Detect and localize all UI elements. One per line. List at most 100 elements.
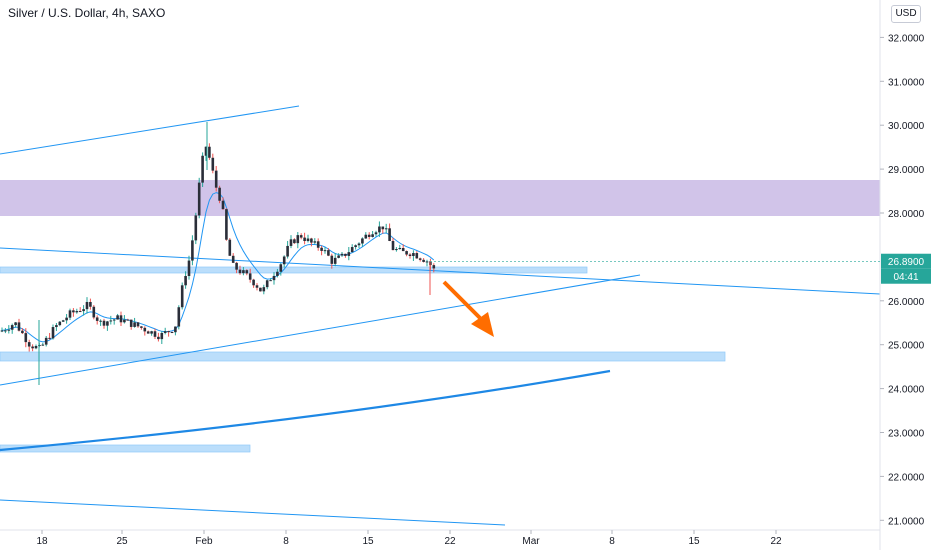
y-tick-label: 22.0000	[888, 472, 925, 483]
projection-arrow-shaft[interactable]	[442, 280, 482, 320]
candle-body	[293, 239, 296, 244]
candle-body	[170, 331, 174, 333]
y-tick-label: 25.0000	[888, 341, 925, 352]
lower-trendline[interactable]	[0, 499, 506, 526]
descending-trendline[interactable]	[0, 247, 881, 295]
candle-body	[95, 317, 99, 321]
candle-body	[119, 315, 123, 323]
candle-body	[255, 285, 259, 288]
candle-body	[160, 332, 164, 340]
candle-body	[388, 228, 391, 241]
candle-body	[116, 315, 119, 320]
support-zone-1[interactable]	[0, 266, 588, 274]
candle-body	[272, 275, 276, 281]
candle-body	[180, 285, 184, 308]
candle-body	[218, 187, 221, 201]
moving-average-line	[1, 192, 435, 343]
candle-body	[184, 275, 187, 286]
candles-layer	[0, 122, 436, 385]
current-price-tag	[881, 253, 931, 269]
candle-body	[282, 256, 286, 265]
candle-body	[330, 255, 334, 264]
candle-body	[408, 254, 412, 257]
candle-body	[384, 228, 388, 230]
candle-body	[371, 234, 374, 237]
price-axis[interactable]: 32.0000 31.0000 30.0000 29.0000 28.0000 26.00…	[880, 33, 925, 527]
ascending-trendline[interactable]	[0, 274, 641, 386]
candle-body	[418, 258, 422, 260]
candle-body	[340, 253, 344, 256]
x-tick-label: 25	[116, 536, 128, 547]
long-term-curve[interactable]	[0, 369, 611, 452]
candle-body	[432, 265, 436, 269]
candle-body	[14, 322, 17, 326]
candle-body	[323, 250, 327, 252]
candle-body	[367, 234, 371, 237]
moving-average-layer	[1, 192, 435, 343]
candle-body	[174, 326, 177, 333]
candle-body	[126, 319, 130, 321]
candle-body	[92, 306, 96, 318]
candle-body	[177, 307, 181, 327]
candle-body	[405, 251, 408, 255]
x-tick-label: 8	[609, 536, 615, 547]
candle-body	[422, 259, 425, 262]
y-tick-label: 28.0000	[888, 209, 925, 220]
y-tick-label: 26.0000	[888, 297, 925, 308]
support-zone-2[interactable]	[0, 351, 726, 362]
candle-body	[48, 337, 51, 339]
resistance-zone[interactable]	[0, 180, 880, 216]
candle-body	[61, 320, 65, 322]
time-axis[interactable]: 18 25 Feb 8 15 22 Mar 8 15 22	[36, 530, 782, 547]
candle-body	[344, 253, 347, 256]
projection-arrow-head[interactable]	[471, 312, 494, 337]
candle-body	[34, 345, 38, 349]
trendlines-layer	[0, 105, 881, 526]
candle-body	[225, 209, 228, 240]
x-tick-label: Mar	[522, 536, 540, 547]
candle-body	[204, 146, 208, 156]
candle-body	[303, 237, 306, 242]
candle-body	[248, 273, 252, 280]
candle-body	[163, 331, 167, 333]
candle-body	[245, 270, 249, 274]
candle-body	[24, 333, 28, 343]
candle-body	[89, 301, 92, 307]
candle-body	[238, 269, 242, 274]
candle-body	[72, 310, 75, 313]
candle-body	[415, 253, 419, 259]
candle-body	[262, 287, 266, 292]
candle-body	[221, 200, 225, 210]
support-zone-3[interactable]	[0, 444, 251, 453]
candle-body	[85, 301, 89, 310]
candle-body	[286, 245, 289, 257]
candle-body	[350, 247, 354, 253]
candle-body	[68, 310, 72, 318]
candle-body	[167, 331, 170, 333]
candle-body	[17, 322, 21, 331]
candle-body	[412, 253, 415, 257]
candle-body	[133, 322, 136, 327]
upper-channel-line[interactable]	[0, 105, 300, 155]
y-tick-label: 21.0000	[888, 516, 925, 527]
candle-body	[259, 287, 262, 292]
candle-body	[10, 325, 14, 330]
candle-body	[214, 170, 218, 188]
candle-body	[231, 255, 235, 263]
candle-body	[306, 238, 310, 242]
countdown-tag	[881, 268, 931, 284]
candle-body	[269, 280, 272, 282]
candle-body	[242, 270, 245, 274]
candle-body	[191, 240, 194, 261]
current-price-label: 26.8900	[888, 257, 925, 268]
candle-body	[276, 271, 279, 276]
candle-body	[157, 336, 160, 340]
currency-button[interactable]: USD	[891, 5, 921, 23]
candle-body	[357, 243, 361, 246]
countdown-label: 04:41	[893, 272, 918, 283]
candle-body	[201, 155, 204, 183]
candle-body	[65, 317, 68, 321]
axis-layer	[0, 0, 881, 550]
candle-body	[208, 146, 211, 158]
